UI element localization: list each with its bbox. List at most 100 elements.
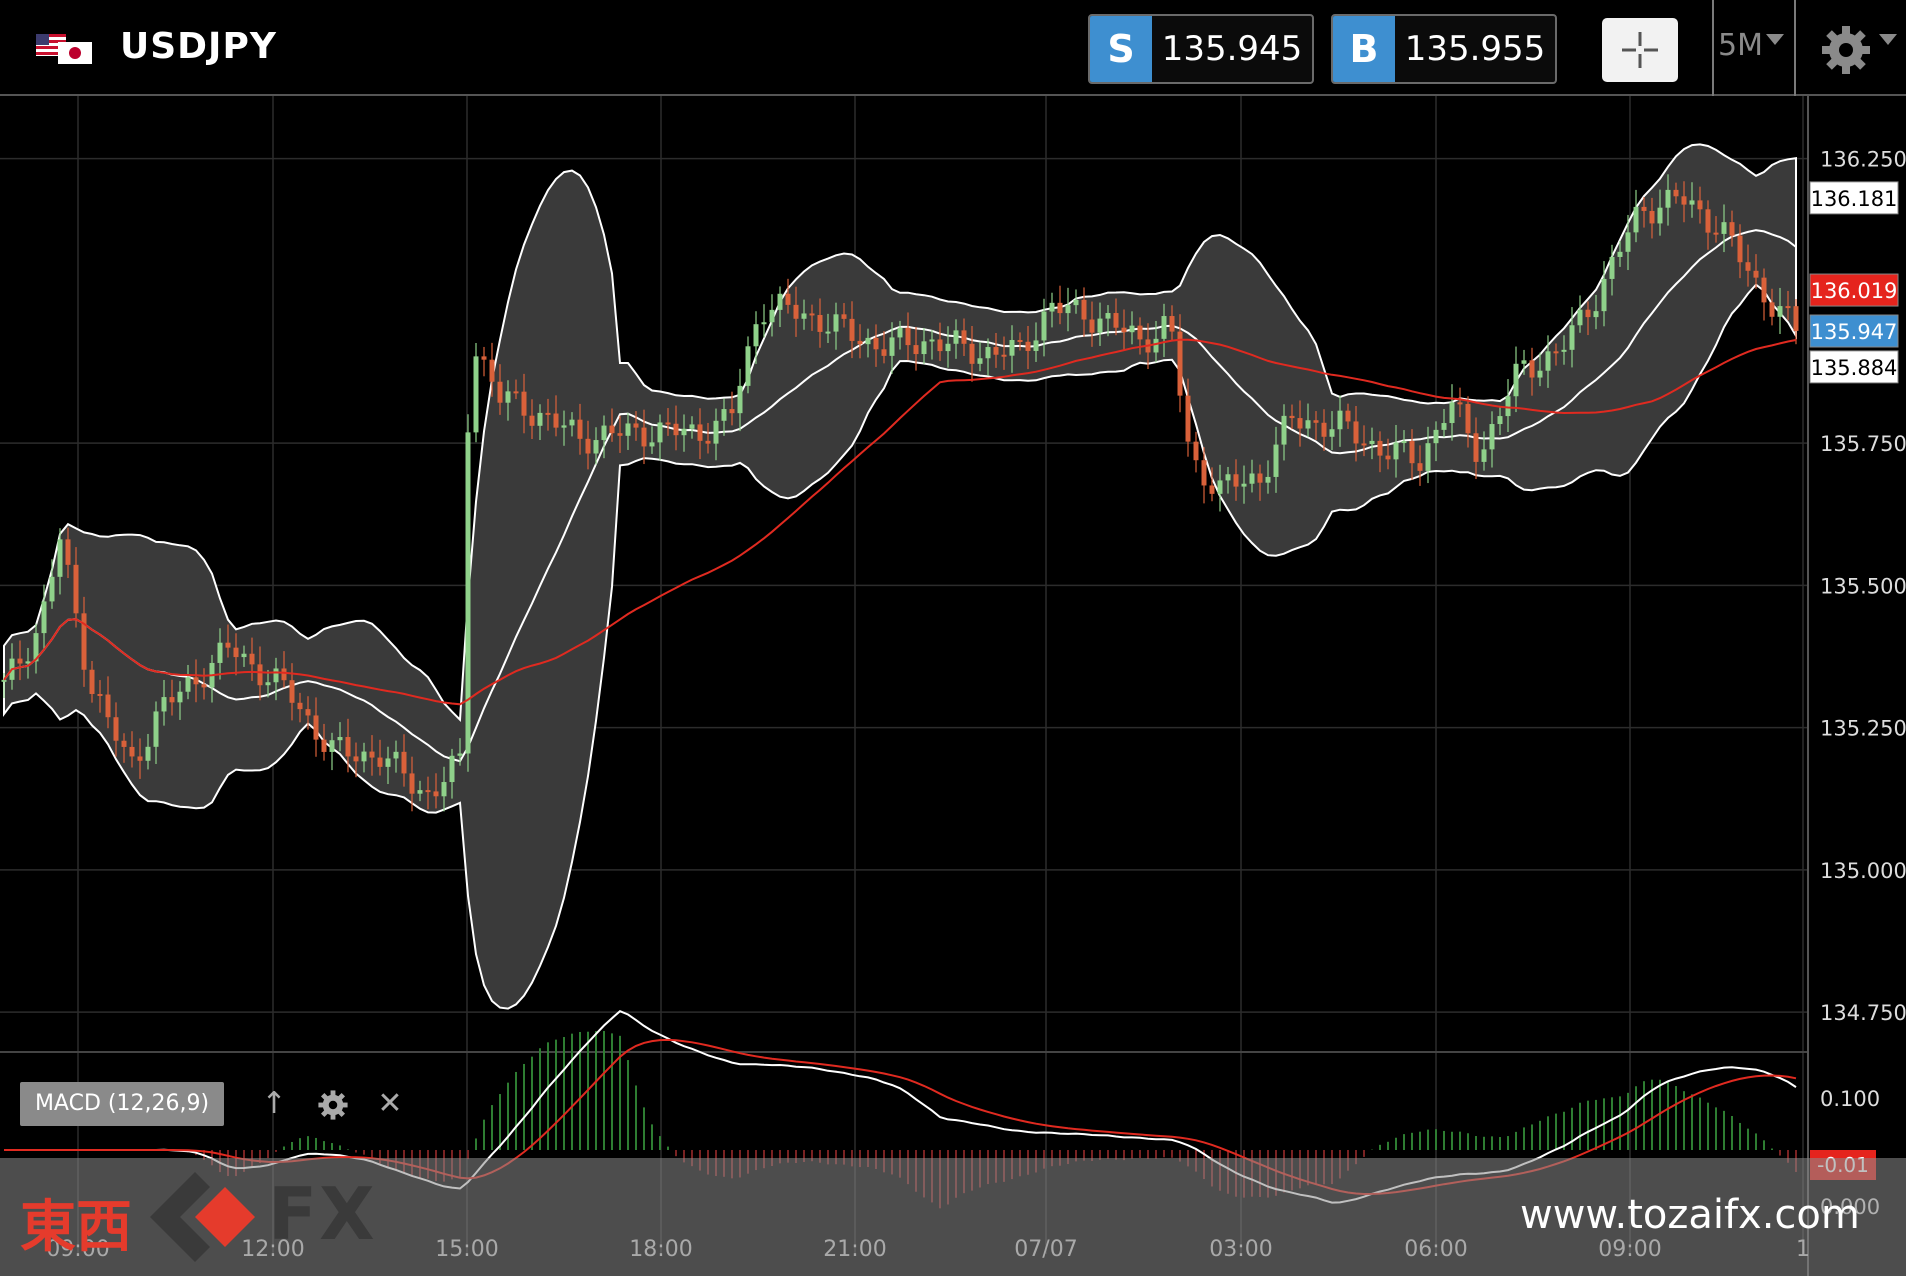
candle-body — [1569, 325, 1575, 350]
candle-body — [1625, 232, 1631, 252]
candle-body — [1521, 360, 1527, 364]
candle-body — [721, 409, 727, 421]
candle-body — [585, 438, 591, 454]
candle-body — [1161, 316, 1167, 339]
buy-quote-button[interactable]: B 135.955 — [1331, 14, 1557, 84]
candle-body — [1769, 302, 1775, 317]
candle-body — [729, 409, 735, 414]
candle-body — [417, 790, 423, 794]
candle-body — [273, 668, 279, 683]
candle-body — [1697, 200, 1703, 210]
candle-body — [281, 668, 287, 681]
candle-body — [1225, 474, 1231, 481]
chevron-down-icon[interactable] — [1879, 34, 1897, 45]
chevron-down-icon[interactable] — [1766, 34, 1784, 45]
candle-body — [337, 737, 343, 741]
candle-body — [1297, 418, 1303, 429]
candle-body — [689, 424, 695, 429]
candle-body — [1641, 206, 1647, 211]
candle-body — [1545, 351, 1551, 371]
y-tick-label: 135.000 — [1820, 859, 1906, 883]
candle-body — [841, 314, 847, 319]
candle-body — [529, 415, 535, 426]
close-icon[interactable]: ✕ — [377, 1086, 403, 1121]
candle-body — [449, 755, 455, 783]
candle-body — [1337, 410, 1343, 430]
timeframe-selector[interactable]: 5M — [1718, 28, 1763, 63]
candle-body — [169, 697, 175, 703]
price-chart[interactable]: 136.250 135.750 135.500 135.250 135.000 134.7… — [0, 96, 1906, 1276]
candle-body — [217, 642, 223, 663]
candle-body — [1689, 200, 1695, 205]
indicator-settings-icon[interactable] — [316, 1088, 350, 1122]
candle-body — [33, 633, 39, 662]
candle-body — [881, 349, 887, 356]
candle-body — [969, 343, 975, 364]
candle-body — [161, 697, 167, 712]
candle-body — [1681, 196, 1687, 205]
buy-label: B — [1333, 16, 1395, 82]
y-tick-label: 136.250 — [1820, 148, 1906, 172]
candle-body — [201, 684, 207, 688]
candle-body — [49, 576, 55, 602]
candle-body — [705, 440, 711, 444]
candle-body — [1233, 474, 1239, 487]
candle-body — [1369, 440, 1375, 445]
candle-body — [1169, 316, 1175, 332]
candle-body — [1529, 360, 1535, 378]
candle-body — [889, 337, 895, 356]
candle-body — [489, 359, 495, 382]
candle-body — [713, 420, 719, 444]
candle-body — [345, 737, 351, 757]
candle-body — [1345, 410, 1351, 422]
macd-indicator-label[interactable]: MACD (12,26,9) — [20, 1082, 224, 1126]
candle-body — [785, 293, 791, 305]
candle-body — [497, 381, 503, 403]
candle-body — [1081, 299, 1087, 320]
candle-body — [1793, 306, 1799, 331]
candle-body — [1305, 420, 1311, 429]
candle-body — [1121, 327, 1127, 333]
candle-body — [737, 385, 743, 414]
y-tick-label: 135.500 — [1820, 574, 1906, 598]
watermark-banner — [0, 1158, 1906, 1276]
candle-body — [753, 324, 759, 347]
crosshair-button[interactable] — [1602, 18, 1678, 82]
candle-body — [553, 413, 559, 428]
candle-body — [1409, 441, 1415, 464]
candle-body — [297, 702, 303, 710]
candle-body — [65, 539, 71, 565]
candle-body — [1065, 305, 1071, 314]
candle-body — [1585, 309, 1591, 318]
candle-body — [1777, 306, 1783, 317]
gear-icon[interactable] — [1818, 22, 1874, 78]
candle-body — [137, 756, 143, 761]
candle-body — [1193, 441, 1199, 461]
candle-body — [321, 739, 327, 752]
candle-body — [1017, 340, 1023, 343]
candle-body — [1249, 473, 1255, 484]
candle-body — [1737, 235, 1743, 263]
sell-quote-button[interactable]: S 135.945 — [1088, 14, 1314, 84]
candle-body — [1033, 340, 1039, 351]
candle-body — [961, 330, 967, 344]
candle-body — [1025, 341, 1031, 351]
candle-body — [1137, 325, 1143, 340]
candle-body — [665, 422, 671, 425]
candle-body — [225, 642, 231, 648]
candle-body — [1601, 278, 1607, 312]
candle-body — [505, 391, 511, 403]
symbol-title[interactable]: USDJPY — [120, 26, 277, 67]
watermark-fx-text: FX — [268, 1172, 377, 1256]
buy-price: 135.955 — [1404, 29, 1546, 69]
candle-body — [537, 412, 543, 426]
move-up-icon[interactable]: ↑ — [261, 1086, 287, 1121]
candle-body — [513, 391, 519, 394]
candle-body — [641, 427, 647, 447]
candle-body — [577, 419, 583, 439]
crosshair-icon — [1622, 32, 1658, 68]
separator — [1794, 0, 1796, 96]
macd-level-label: 0.100 — [1820, 1087, 1880, 1111]
candle-body — [329, 740, 335, 752]
candle-body — [1441, 423, 1447, 430]
